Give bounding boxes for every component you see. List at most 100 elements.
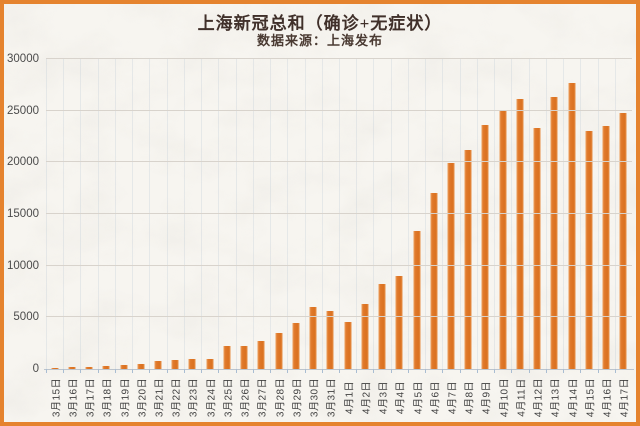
bar-series: 3月15日 3月16日 3月17日 3月18日 3月19日 3月20日 3月21日 3月22日… — [46, 59, 632, 417]
bar-slot: 3月15日 — [46, 59, 63, 417]
bar — [137, 363, 145, 369]
x-axis-label: 4月13日 — [550, 377, 562, 418]
bar-slot: 3月22日 — [166, 59, 184, 417]
x-axis-label: 4月3日 — [378, 380, 390, 415]
x-axis-label: 3月28日 — [275, 377, 287, 418]
y-axis-label: 0 — [32, 363, 39, 375]
bar-slot: 3月23日 — [183, 59, 201, 417]
bar — [395, 275, 403, 369]
bar — [533, 127, 541, 369]
x-axis-label: 4月4日 — [395, 380, 407, 415]
bar-slot: 4月8日 — [459, 59, 477, 414]
y-axis-label: 15000 — [7, 208, 39, 220]
bar — [326, 310, 334, 369]
bar-slot: 4月10日 — [494, 59, 511, 417]
bar — [292, 322, 300, 369]
x-axis-label: 3月20日 — [137, 377, 149, 418]
bar-slot: 4月12日 — [528, 59, 546, 417]
x-axis-label: 4月10日 — [499, 377, 511, 418]
x-axis-label: 4月11日 — [516, 378, 528, 417]
bar-slot: 4月3日 — [373, 59, 390, 414]
bar-slot: 3月25日 — [218, 59, 235, 417]
x-axis-label: 3月29日 — [292, 377, 304, 418]
bar-slot: 3月16日 — [63, 59, 80, 417]
x-axis-label: 4月12日 — [533, 377, 545, 418]
gridline — [46, 161, 632, 163]
x-axis-label: 4月16日 — [602, 377, 614, 418]
bar-slot: 3月30日 — [304, 59, 322, 417]
bar — [68, 366, 76, 369]
x-axis-label: 4月1日 — [344, 380, 356, 415]
gridline — [46, 264, 632, 266]
bar-slot: 4月2日 — [356, 59, 373, 414]
x-axis-label: 4月9日 — [481, 380, 493, 415]
plot-area: 3月15日 3月16日 3月17日 3月18日 3月19日 3月20日 3月21日 3月22日… — [7, 53, 634, 417]
bar — [240, 345, 248, 369]
bar-slot: 4月14日 — [563, 59, 580, 417]
bar-slot: 3月24日 — [201, 59, 218, 417]
bar-slot: 4月15日 — [580, 59, 597, 417]
x-axis-label: 4月8日 — [464, 380, 476, 415]
bar-slot: 4月1日 — [338, 59, 356, 414]
bar-slot: 3月28日 — [270, 59, 287, 417]
bar-slot: 4月6日 — [425, 59, 442, 414]
x-axis-label: 4月14日 — [568, 377, 580, 418]
gridline — [46, 109, 632, 111]
x-axis-label: 3月27日 — [257, 377, 269, 418]
bar-slot: 4月17日 — [614, 59, 632, 417]
bar-slot: 4月4日 — [390, 59, 408, 414]
bar — [585, 130, 593, 369]
bar-slot: 4月13日 — [545, 59, 563, 417]
x-axis-label: 3月26日 — [240, 377, 252, 418]
bar — [430, 192, 438, 369]
bar — [85, 367, 93, 369]
x-axis-label: 4月17日 — [619, 377, 631, 418]
bar — [619, 112, 627, 369]
bar — [171, 359, 179, 369]
x-axis-label: 3月23日 — [188, 377, 200, 418]
bar — [51, 367, 59, 369]
bar — [602, 126, 610, 369]
x-axis-label: 3月15日 — [51, 377, 63, 418]
gridline — [46, 213, 632, 214]
bar — [188, 358, 196, 369]
x-axis-label: 4月5日 — [413, 380, 425, 415]
bar-slot: 4月9日 — [476, 59, 494, 414]
bar — [102, 366, 110, 369]
bar-slot: 3月19日 — [114, 59, 132, 417]
y-axis-label: 10000 — [7, 259, 39, 272]
x-axis-label: 4月7日 — [447, 380, 459, 415]
x-axis-label: 3月31日 — [326, 377, 338, 418]
bar-slot: 4月16日 — [597, 59, 615, 417]
bar-slot: 3月29日 — [287, 59, 304, 417]
bar — [464, 149, 472, 369]
y-axis-label: 25000 — [7, 104, 39, 117]
x-axis-label: 3月19日 — [120, 377, 132, 418]
bar — [516, 99, 524, 369]
y-axis-label: 5000 — [13, 311, 39, 324]
x-axis-label: 3月30日 — [309, 377, 321, 418]
x-axis-label: 3月21日 — [154, 377, 166, 418]
chart-subtitle: 数据来源：上海发布 — [256, 33, 383, 48]
x-axis-label: 3月22日 — [171, 377, 183, 418]
bar — [568, 82, 576, 369]
x-axis-label: 4月15日 — [585, 377, 597, 418]
bar-slot: 4月5日 — [407, 59, 425, 414]
bar — [223, 345, 231, 369]
bar-slot: 4月11日 — [511, 59, 528, 417]
y-axis-label: 30000 — [7, 53, 39, 65]
gridline — [46, 58, 632, 59]
bar-slot: 4月7日 — [442, 59, 459, 414]
x-axis-label: 3月16日 — [68, 377, 80, 418]
x-axis-label: 4月6日 — [430, 380, 442, 415]
x-axis-label: 3月25日 — [223, 377, 235, 418]
bar — [206, 358, 214, 369]
bar — [481, 124, 489, 369]
bar-slot: 3月21日 — [149, 59, 166, 417]
bar — [154, 361, 162, 369]
bar-slot: 3月20日 — [132, 59, 149, 417]
bar-slot: 3月27日 — [252, 59, 270, 417]
bar — [499, 111, 507, 369]
y-axis-label: 20000 — [7, 156, 39, 169]
